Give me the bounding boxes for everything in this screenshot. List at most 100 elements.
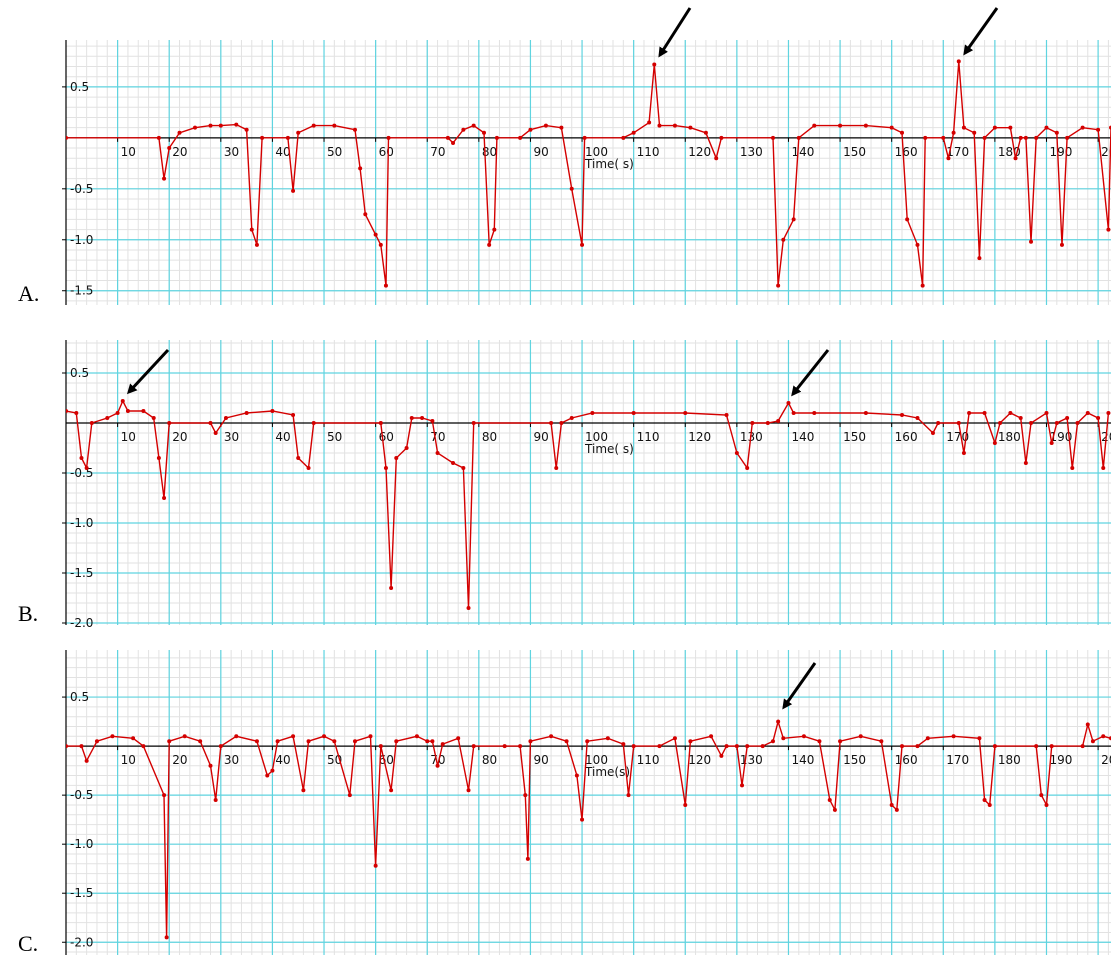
data-point [219, 124, 223, 128]
x-tick-label: 30 [224, 753, 239, 767]
data-point [1014, 156, 1018, 160]
x-tick-label: 140 [791, 145, 814, 159]
data-point [673, 124, 677, 128]
data-point [79, 456, 83, 460]
data-point [941, 136, 945, 140]
x-tick-label: 90 [533, 430, 548, 444]
data-point [776, 284, 780, 288]
data-point [977, 736, 981, 740]
data-point [998, 421, 1002, 425]
data-point [291, 413, 295, 417]
data-point [430, 739, 434, 743]
data-point [214, 431, 218, 435]
data-point [162, 496, 166, 500]
data-point [781, 736, 785, 740]
data-point [983, 136, 987, 140]
x-tick-label: 110 [637, 145, 660, 159]
x-tick-label: 130 [740, 145, 763, 159]
x-tick-label: 80 [482, 430, 497, 444]
data-point [626, 793, 630, 797]
data-point [353, 128, 357, 132]
data-point [735, 451, 739, 455]
data-point [265, 774, 269, 778]
data-point [621, 136, 625, 140]
x-tick-label: 120 [688, 753, 711, 767]
data-point [683, 803, 687, 807]
data-point [957, 421, 961, 425]
x-tick-label: 30 [224, 430, 239, 444]
data-point [307, 739, 311, 743]
data-point [761, 744, 765, 748]
data-point [967, 411, 971, 415]
data-point [1086, 723, 1090, 727]
data-point [95, 739, 99, 743]
data-point [838, 739, 842, 743]
data-point [64, 744, 68, 748]
data-point [936, 421, 940, 425]
data-point [291, 189, 295, 193]
data-point [353, 739, 357, 743]
x-tick-label: 190 [1049, 145, 1072, 159]
y-tick-label: 0.5 [70, 366, 89, 380]
data-point [1008, 126, 1012, 130]
data-point [90, 421, 94, 425]
data-point [286, 136, 290, 140]
data-point [745, 466, 749, 470]
data-point [812, 124, 816, 128]
data-point [79, 744, 83, 748]
panel: 0.5-0.5-1.0-1.5-2.0102030405060708090100… [18, 650, 1111, 956]
data-point [157, 136, 161, 140]
data-point [415, 734, 419, 738]
data-point [957, 59, 961, 63]
data-point [833, 808, 837, 812]
data-point [766, 421, 770, 425]
data-point [379, 744, 383, 748]
data-point [312, 421, 316, 425]
x-tick-label: 190 [1049, 753, 1072, 767]
data-point [859, 734, 863, 738]
data-point [436, 764, 440, 768]
y-tick-label: -1.5 [70, 566, 93, 580]
data-point [993, 441, 997, 445]
data-point [915, 416, 919, 420]
x-tick-label: 40 [275, 753, 290, 767]
data-point [270, 409, 274, 413]
data-point [436, 451, 440, 455]
data-point [559, 126, 563, 130]
data-point [1086, 411, 1090, 415]
data-point [915, 243, 919, 247]
data-point [234, 734, 238, 738]
y-tick-label: -1.5 [70, 886, 93, 900]
data-point [1044, 411, 1048, 415]
x-tick-label: 150 [843, 145, 866, 159]
data-point [554, 466, 558, 470]
data-point [864, 124, 868, 128]
data-point [1101, 466, 1105, 470]
y-tick-label: -2.0 [70, 616, 93, 630]
data-point [621, 742, 625, 746]
data-point [632, 131, 636, 135]
data-point [301, 788, 305, 792]
panel-label: C. [18, 931, 38, 956]
data-point [792, 217, 796, 221]
data-point [234, 123, 238, 127]
x-tick-label: 70 [430, 430, 445, 444]
data-point [1024, 461, 1028, 465]
data-point [495, 136, 499, 140]
data-point [312, 124, 316, 128]
y-tick-label: -0.5 [70, 788, 93, 802]
data-point [719, 136, 723, 140]
data-point [141, 744, 145, 748]
data-point [647, 121, 651, 125]
data-point [606, 736, 610, 740]
data-point [926, 736, 930, 740]
data-point [1055, 131, 1059, 135]
data-point [528, 128, 532, 132]
data-point [167, 146, 171, 150]
data-point [167, 739, 171, 743]
data-point [467, 788, 471, 792]
x-tick-label: 20 [172, 145, 187, 159]
data-point [208, 124, 212, 128]
x-tick-label: 180 [998, 753, 1021, 767]
